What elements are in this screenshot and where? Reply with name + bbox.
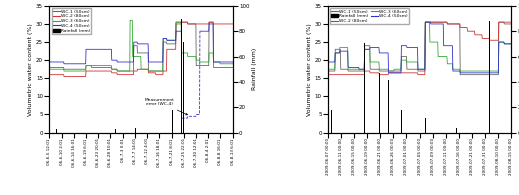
- Legend: WC-1 (50cm), Rainfall (mm), WC-2 (80cm), WC-3 (60cm), WC-4 (50cm): WC-1 (50cm), Rainfall (mm), WC-2 (80cm),…: [330, 8, 409, 24]
- Text: Measurement
error (WC-4): Measurement error (WC-4): [145, 98, 187, 115]
- Y-axis label: Volumetric water content (%): Volumetric water content (%): [307, 23, 312, 116]
- Y-axis label: Rainfall (mm): Rainfall (mm): [252, 48, 257, 90]
- Y-axis label: Volumetric water content (%): Volumetric water content (%): [28, 23, 33, 116]
- Legend: WC-1 (50cm), WC-2 (80cm), WC-3 (60cm), WC-4 (50cm), Rainfall (mm): WC-1 (50cm), WC-2 (80cm), WC-3 (60cm), W…: [51, 8, 91, 34]
